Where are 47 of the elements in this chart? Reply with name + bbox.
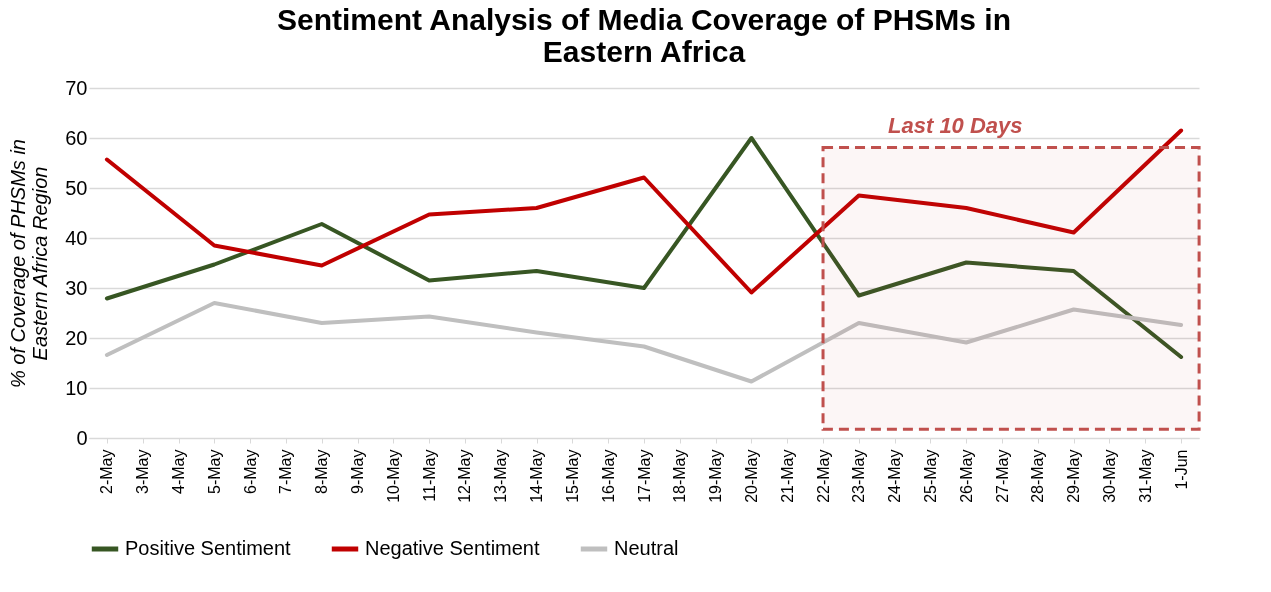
x-tick-label: 16-May [599,449,617,503]
x-tick-label: 7-May [277,449,295,494]
x-tick-label: 30-May [1100,449,1118,503]
line-series [104,301,1184,384]
chart-title: Sentiment Analysis of Media Coverage of PHSMs in Eastern Africa [276,3,1012,68]
x-tick-label: 4-May [170,449,188,494]
line-series [104,136,1184,359]
x-tick-label: 10-May [384,449,402,503]
x-tick-label: 21-May [778,449,796,503]
x-tick-label: 18-May [671,449,689,503]
y-tick-label: 40 [65,226,88,249]
x-tick-label: 6-May [241,449,259,494]
x-tick-label: 14-May [528,449,546,503]
x-tick-label: 22-May [814,449,832,503]
y-axis-title: % of Coverage of PHSMs in Eastern Africa Region [7,139,52,388]
y-tick-label: 20 [65,326,88,349]
x-tick-label: 19-May [707,449,725,503]
x-tick-label: 3-May [134,449,152,494]
x-tick-label: 1-Jun [1172,449,1190,490]
x-tick-label: 31-May [1136,449,1154,503]
x-tick-label: 20-May [742,449,760,503]
x-tick-label: 15-May [563,449,581,503]
x-tick-label: 11-May [420,449,438,502]
x-tick-label: 13-May [492,449,510,503]
x-tick-label: 27-May [993,449,1011,503]
x-tick-label: 12-May [456,449,474,503]
x-tick-label: 29-May [1065,449,1083,503]
y-tick-label: 10 [65,376,88,399]
x-tick-label: 17-May [635,449,653,503]
x-tick-label: 9-May [349,449,367,494]
x-tick-label: 2-May [98,449,116,494]
x-tick-label: 28-May [1029,449,1047,503]
legend-label: Positive Sentiment [125,537,292,559]
x-tick-label: 24-May [886,449,904,503]
y-tick-label: 0 [76,426,88,449]
y-tick-label: 50 [65,176,88,199]
x-tick-label: 23-May [850,449,868,503]
x-tick-label: 8-May [313,449,331,494]
y-tick-label: 60 [65,126,88,149]
y-tick-label: 70 [65,76,88,99]
y-tick-label: 30 [65,276,88,299]
x-tick-label: 5-May [205,449,223,494]
legend-label: Negative Sentiment [365,537,540,559]
x-tick-label: 25-May [921,449,939,503]
x-tick-label: 26-May [957,449,975,503]
band-label: Last 10 Days [888,112,1023,138]
legend-label: Neutral [614,537,679,559]
